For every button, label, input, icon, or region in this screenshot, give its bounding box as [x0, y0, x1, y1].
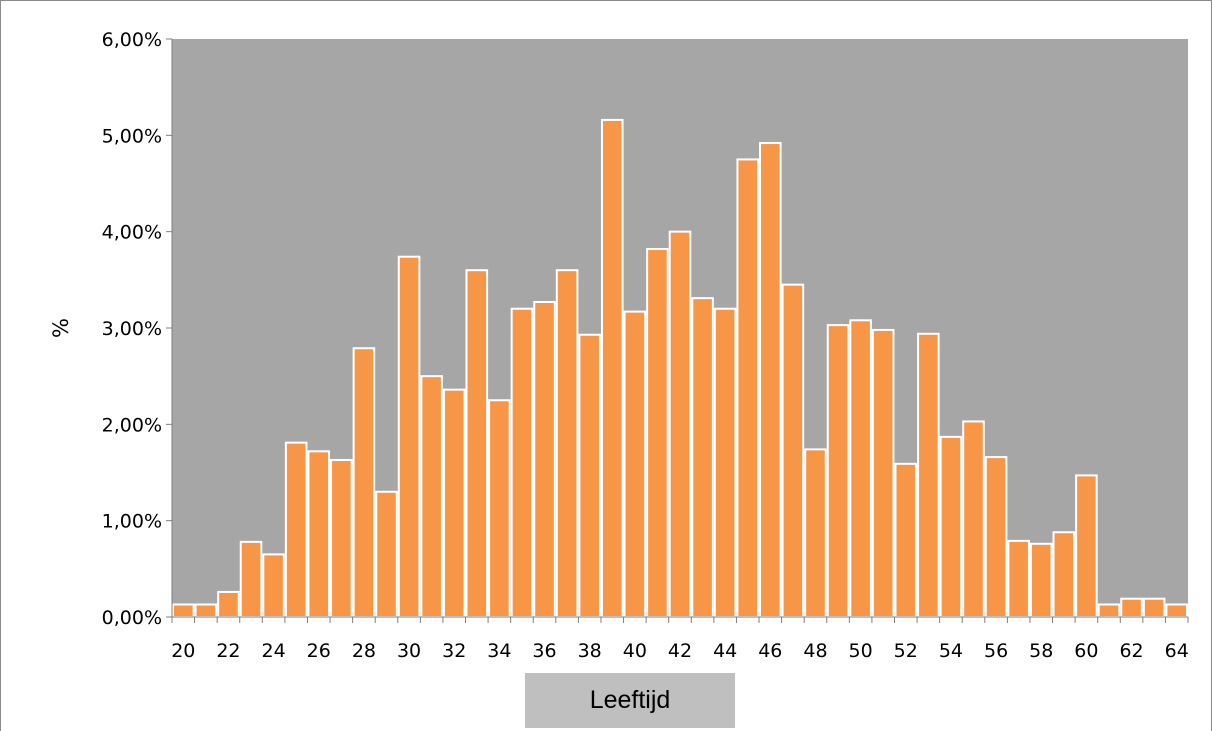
- bar-42: [668, 230, 692, 618]
- bar-45: [736, 158, 760, 618]
- bar-46: [759, 142, 782, 618]
- x-tick-label: 64: [1165, 640, 1189, 662]
- x-tick-label: 26: [307, 640, 331, 662]
- bar-54: [939, 435, 963, 618]
- x-tick-label: 50: [849, 640, 873, 662]
- x-tick-label: 36: [532, 640, 556, 662]
- x-tick-label: 44: [713, 640, 737, 662]
- bar-50: [849, 319, 872, 618]
- y-tick-label: 1,00%: [102, 511, 162, 533]
- bar-36: [533, 300, 556, 618]
- x-tick-label: 60: [1074, 640, 1098, 662]
- bar-47: [781, 283, 805, 618]
- bar-32: [442, 388, 466, 618]
- x-tick-label: 56: [984, 640, 1008, 662]
- x-tick-label: 48: [803, 640, 827, 662]
- bar-39: [600, 118, 624, 618]
- x-tick-label: 24: [262, 640, 286, 662]
- bar-57: [1007, 539, 1030, 619]
- y-tick-label: 0,00%: [102, 607, 162, 629]
- x-tick-label: 54: [939, 640, 963, 662]
- x-tick-label: 20: [171, 640, 195, 662]
- x-tick-label: 40: [623, 640, 647, 662]
- y-tick-label: 5,00%: [102, 125, 162, 147]
- bar-44: [713, 307, 737, 618]
- x-ticks-group: 20 22 24 26 28 30 32 34 36 38 40 42 44 46 48 50 52 54 56 58…: [171, 617, 1189, 662]
- y-ticks-group: 0,00% 1,00% 2,00% 3,00% 4,00% 5,00% 6,00%: [102, 29, 172, 629]
- bar-20: [172, 603, 195, 618]
- x-axis-title-box: Leeftijd: [525, 673, 735, 728]
- bar-51: [871, 328, 895, 618]
- bar-38: [578, 333, 601, 618]
- bar-31: [420, 375, 443, 619]
- x-tick-label: 30: [397, 640, 421, 662]
- y-tick-label: 2,00%: [102, 414, 162, 436]
- bar-23: [239, 540, 263, 618]
- y-tick-label: 3,00%: [102, 318, 162, 340]
- x-tick-label: 22: [216, 640, 240, 662]
- bar-64: [1165, 603, 1189, 618]
- y-tick-label: 4,00%: [102, 222, 162, 244]
- x-tick-label: 42: [668, 640, 692, 662]
- bar-24: [262, 553, 285, 619]
- y-axis-title: %: [49, 318, 73, 338]
- bar-52: [894, 462, 918, 618]
- x-tick-label: 34: [487, 640, 511, 662]
- x-axis-title: Leeftijd: [589, 686, 671, 714]
- bar-40: [623, 310, 647, 618]
- bar-49: [826, 324, 850, 618]
- bar-29: [375, 490, 398, 618]
- bar-53: [917, 332, 940, 618]
- bar-27: [330, 458, 353, 619]
- bar-62: [1120, 597, 1143, 619]
- bar-59: [1052, 531, 1076, 618]
- x-tick-label: 28: [352, 640, 376, 662]
- bar-48: [804, 448, 827, 618]
- bar-35: [510, 307, 534, 618]
- bar-60: [1075, 474, 1098, 619]
- bar-21: [194, 603, 218, 618]
- x-tick-label: 32: [442, 640, 466, 662]
- bar-63: [1142, 597, 1166, 619]
- bar-61: [1097, 603, 1121, 618]
- y-tick-label: 6,00%: [102, 29, 162, 51]
- x-tick-label: 62: [1119, 640, 1143, 662]
- bar-33: [465, 269, 489, 618]
- bar-43: [691, 297, 714, 618]
- x-tick-label: 58: [1029, 640, 1053, 662]
- x-tick-label: 52: [894, 640, 918, 662]
- bar-55: [962, 420, 985, 618]
- bars-group: [172, 118, 1189, 619]
- bar-37: [555, 269, 579, 618]
- bar-30: [397, 255, 421, 618]
- bar-41: [646, 248, 669, 618]
- bar-22: [217, 590, 240, 619]
- bar-58: [1029, 542, 1053, 618]
- bar-28: [352, 347, 376, 618]
- bar-56: [984, 456, 1008, 618]
- x-tick-label: 38: [578, 640, 602, 662]
- bar-25: [284, 441, 308, 619]
- bar-34: [488, 399, 511, 618]
- x-tick-label: 46: [758, 640, 782, 662]
- bar-26: [307, 450, 331, 618]
